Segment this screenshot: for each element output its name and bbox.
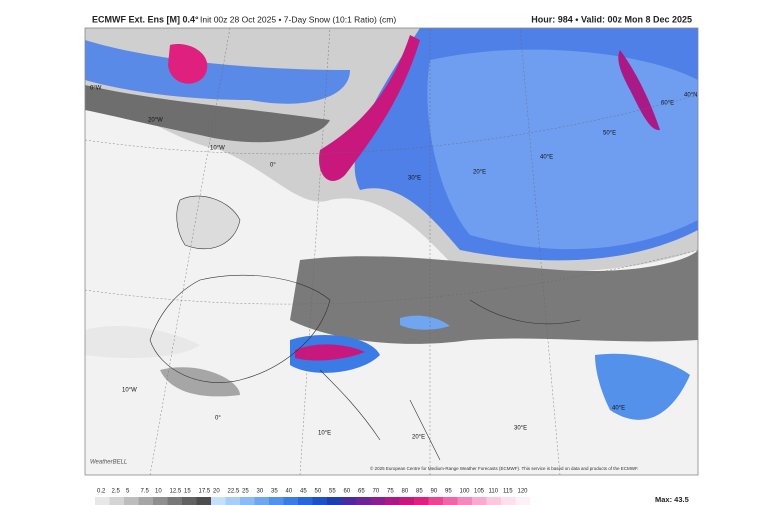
colorbar-swatch <box>182 497 197 505</box>
graticule-label: 50°E <box>603 131 616 137</box>
graticule-label: 40°E <box>612 406 625 412</box>
graticule-label: 10°W <box>210 146 225 152</box>
colorbar-label: 85 <box>416 489 423 495</box>
graticule-label: 60°E <box>661 101 674 107</box>
colorbar-label: 40 <box>286 489 293 495</box>
colorbar-swatch <box>153 497 168 505</box>
colorbar-label: 12.5 <box>170 489 182 495</box>
colorbar-label: 45 <box>300 489 307 495</box>
colorbar-label: 20 <box>213 489 220 495</box>
graticule-label: 40°E <box>540 155 553 161</box>
colorbar-label: 17.5 <box>199 489 211 495</box>
colorbar-swatch <box>124 497 139 505</box>
graticule-label: 30°E <box>408 176 421 182</box>
colorbar-label: 70 <box>373 489 380 495</box>
colorbar-swatch <box>457 497 472 505</box>
colorbar-label: 15 <box>184 489 191 495</box>
colorbar-swatch <box>501 497 516 505</box>
colorbar-label: 100 <box>460 489 471 495</box>
max-value: Max: 43.5 <box>655 495 689 504</box>
colorbar-label: 2.5 <box>112 489 121 495</box>
colorbar-swatch <box>240 497 255 505</box>
header-init: Init 00z 28 Oct 2025 • 7-Day Snow (10:1 … <box>200 14 396 24</box>
colorbar-label: 95 <box>445 489 452 495</box>
graticule-label: 20°E <box>473 170 486 176</box>
colorbar-label: 0.2 <box>97 489 106 495</box>
colorbar-swatch <box>370 497 385 505</box>
graticule-label: 30°E <box>514 426 527 432</box>
header-model: ECMWF Ext. Ens [M] 0.4° <box>92 14 199 24</box>
colorbar-label: 5 <box>126 489 130 495</box>
colorbar-swatch <box>269 497 284 505</box>
colorbar-swatch <box>472 497 487 505</box>
graticule-label: 20°E <box>412 435 425 441</box>
colorbar-swatch <box>298 497 313 505</box>
colorbar-label: 105 <box>474 489 485 495</box>
graticule-labels: 0°W 20°W 10°W 0° 20°E 30°E 40°E 50°E 60°E 40°N 10°… <box>90 86 697 441</box>
colorbar-label: 65 <box>358 489 365 495</box>
colorbar-swatch <box>385 497 400 505</box>
graticule-label: 0° <box>215 416 221 422</box>
colorbar-label: 80 <box>402 489 409 495</box>
colorbar-swatch <box>443 497 458 505</box>
colorbar-swatch <box>356 497 371 505</box>
colorbar-label: 90 <box>431 489 438 495</box>
colorbar-swatch <box>254 497 269 505</box>
logo: WeatherBELL <box>90 460 127 466</box>
colorbar-swatch <box>225 497 240 505</box>
colorbar-swatch <box>196 497 211 505</box>
colorbar-label: 115 <box>503 489 513 495</box>
graticule-label: 40°N <box>684 93 697 99</box>
colorbar-label: 22.5 <box>228 489 240 495</box>
colorbar-swatch <box>138 497 153 505</box>
colorbar-swatch <box>515 497 530 505</box>
colorbar-swatch <box>341 497 356 505</box>
credit: © 2025 European Centre for Medium-Range … <box>370 465 639 471</box>
colorbar-label: 60 <box>344 489 351 495</box>
colorbar-swatch <box>109 497 124 505</box>
colorbar-label: 10 <box>155 489 162 495</box>
map <box>84 27 699 476</box>
graticule-label: 0°W <box>90 86 102 92</box>
colorbar-label: 120 <box>518 489 529 495</box>
colorbar-swatch <box>428 497 443 505</box>
graticule-label: 10°W <box>122 388 137 394</box>
colorbar-label: 75 <box>387 489 394 495</box>
colorbar-label: 110 <box>489 489 499 495</box>
colorbar-label: 25 <box>242 489 249 495</box>
graticule-label: 10°E <box>318 431 331 437</box>
colorbar-swatch <box>211 497 226 505</box>
colorbar-label: 7.5 <box>141 489 150 495</box>
colorbar-label: 50 <box>315 489 322 495</box>
header-valid: Hour: 984 • Valid: 00z Mon 8 Dec 2025 <box>531 14 692 24</box>
colorbar-swatch <box>414 497 429 505</box>
colorbar-label: 55 <box>329 489 336 495</box>
colorbar-swatch <box>312 497 327 505</box>
colorbar-swatch <box>327 497 342 505</box>
colorbar-label: 30 <box>257 489 264 495</box>
colorbar-swatch <box>399 497 414 505</box>
colorbar-swatch <box>167 497 182 505</box>
graticule-label: 20°W <box>148 118 163 124</box>
colorbar-swatch <box>486 497 501 505</box>
colorbar-label: 35 <box>271 489 278 495</box>
colorbar-swatch <box>95 497 110 505</box>
colorbar: 0.2 2.5 5 7.5 10 12.5 15 17.5 20 22.5 25 30 35 40 45 50… <box>95 489 530 505</box>
graticule-label: 0° <box>270 163 276 169</box>
colorbar-swatch <box>283 497 298 505</box>
